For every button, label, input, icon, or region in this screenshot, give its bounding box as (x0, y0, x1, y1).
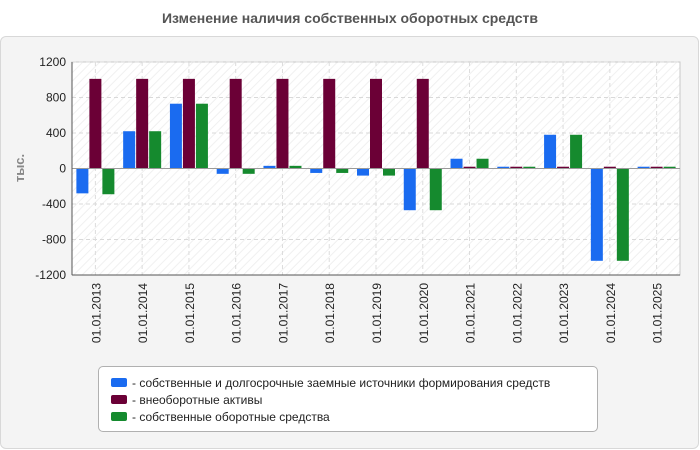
legend: - собственные и долгосрочные заемные ист… (98, 366, 598, 432)
bar-series-2 (229, 78, 242, 169)
bar-series-2 (182, 78, 195, 169)
x-tick-label: 01.01.2020 (417, 283, 431, 343)
y-tick-label: -1200 (35, 268, 66, 282)
legend-label: - собственные и долгосрочные заемные ист… (132, 375, 551, 390)
legend-item-3: - собственные оборотные средства (111, 408, 597, 425)
bar-series-1 (590, 168, 603, 261)
bar-series-2 (416, 78, 429, 169)
bar-series-1 (637, 166, 650, 169)
bar-series-2 (276, 78, 289, 169)
bar-series-1 (263, 165, 276, 169)
x-tick-label: 01.01.2014 (136, 283, 150, 343)
bar-series-1 (76, 168, 89, 194)
legend-item-2: - внеоборотные активы (111, 391, 597, 408)
bar-series-2 (463, 166, 476, 169)
bar-series-2 (370, 78, 382, 169)
x-tick-label: 01.01.2013 (89, 283, 103, 343)
bar-series-2 (323, 78, 336, 169)
y-tick-label: -800 (42, 233, 66, 247)
bar-series-3 (195, 103, 208, 169)
x-tick-label: 01.01.2018 (323, 283, 337, 343)
x-tick-label: 01.01.2016 (230, 283, 244, 343)
x-tick-label: 01.01.2023 (557, 283, 571, 343)
y-tick-label: -400 (42, 197, 66, 211)
bar-series-3 (570, 134, 583, 169)
chart-title: Изменение наличия собственных оборотных … (161, 10, 539, 26)
bar-series-3 (149, 131, 162, 169)
bar-series-3 (663, 166, 676, 169)
legend-label: - внеоборотные активы (132, 392, 263, 407)
legend-label: - собственные оборотные средства (132, 409, 330, 424)
bar-series-3 (523, 166, 536, 169)
x-tick-label: 01.01.2015 (183, 283, 197, 343)
bar-series-2 (510, 166, 523, 169)
bar-series-2 (603, 166, 616, 169)
x-tick-label: 01.01.2024 (604, 283, 618, 343)
bar-series-1 (497, 166, 510, 169)
bar-series-1 (169, 103, 182, 169)
x-tick-label: 01.01.2025 (651, 283, 665, 343)
bar-series-3 (429, 168, 442, 211)
bar-series-1 (123, 131, 136, 169)
x-tick-label: 01.01.2019 (370, 283, 384, 343)
bar-series-1 (544, 134, 557, 169)
bar-series-2 (89, 78, 102, 169)
x-tick-label: 01.01.2021 (464, 283, 478, 343)
legend-item-1: - собственные и долгосрочные заемные ист… (111, 374, 597, 391)
bar-series-1 (216, 168, 229, 174)
bar-series-2 (650, 166, 663, 169)
x-tick-label: 01.01.2017 (276, 283, 290, 343)
y-tick-label: 0 (59, 162, 66, 176)
bar-series-3 (242, 168, 255, 174)
x-tick-label: 01.01.2022 (510, 283, 524, 343)
y-tick-label: 400 (46, 126, 66, 140)
y-axis-label: тыс. (12, 154, 27, 182)
bar-series-1 (357, 168, 369, 176)
bar-series-3 (336, 168, 349, 173)
bar-series-1 (403, 168, 416, 211)
legend-swatch (111, 395, 127, 404)
legend-swatch (111, 378, 127, 387)
legend-swatch (111, 412, 127, 421)
bar-series-3 (476, 158, 489, 169)
y-tick-label: 1200 (39, 55, 66, 69)
y-tick-label: 800 (46, 91, 66, 105)
bar-series-3 (102, 168, 115, 195)
bar-series-3 (289, 165, 302, 169)
bar-series-1 (450, 158, 463, 169)
bar-series-3 (616, 168, 629, 261)
bar-series-3 (383, 168, 395, 176)
bar-series-2 (136, 78, 149, 169)
bar-series-1 (310, 168, 323, 173)
bar-series-2 (557, 166, 570, 169)
